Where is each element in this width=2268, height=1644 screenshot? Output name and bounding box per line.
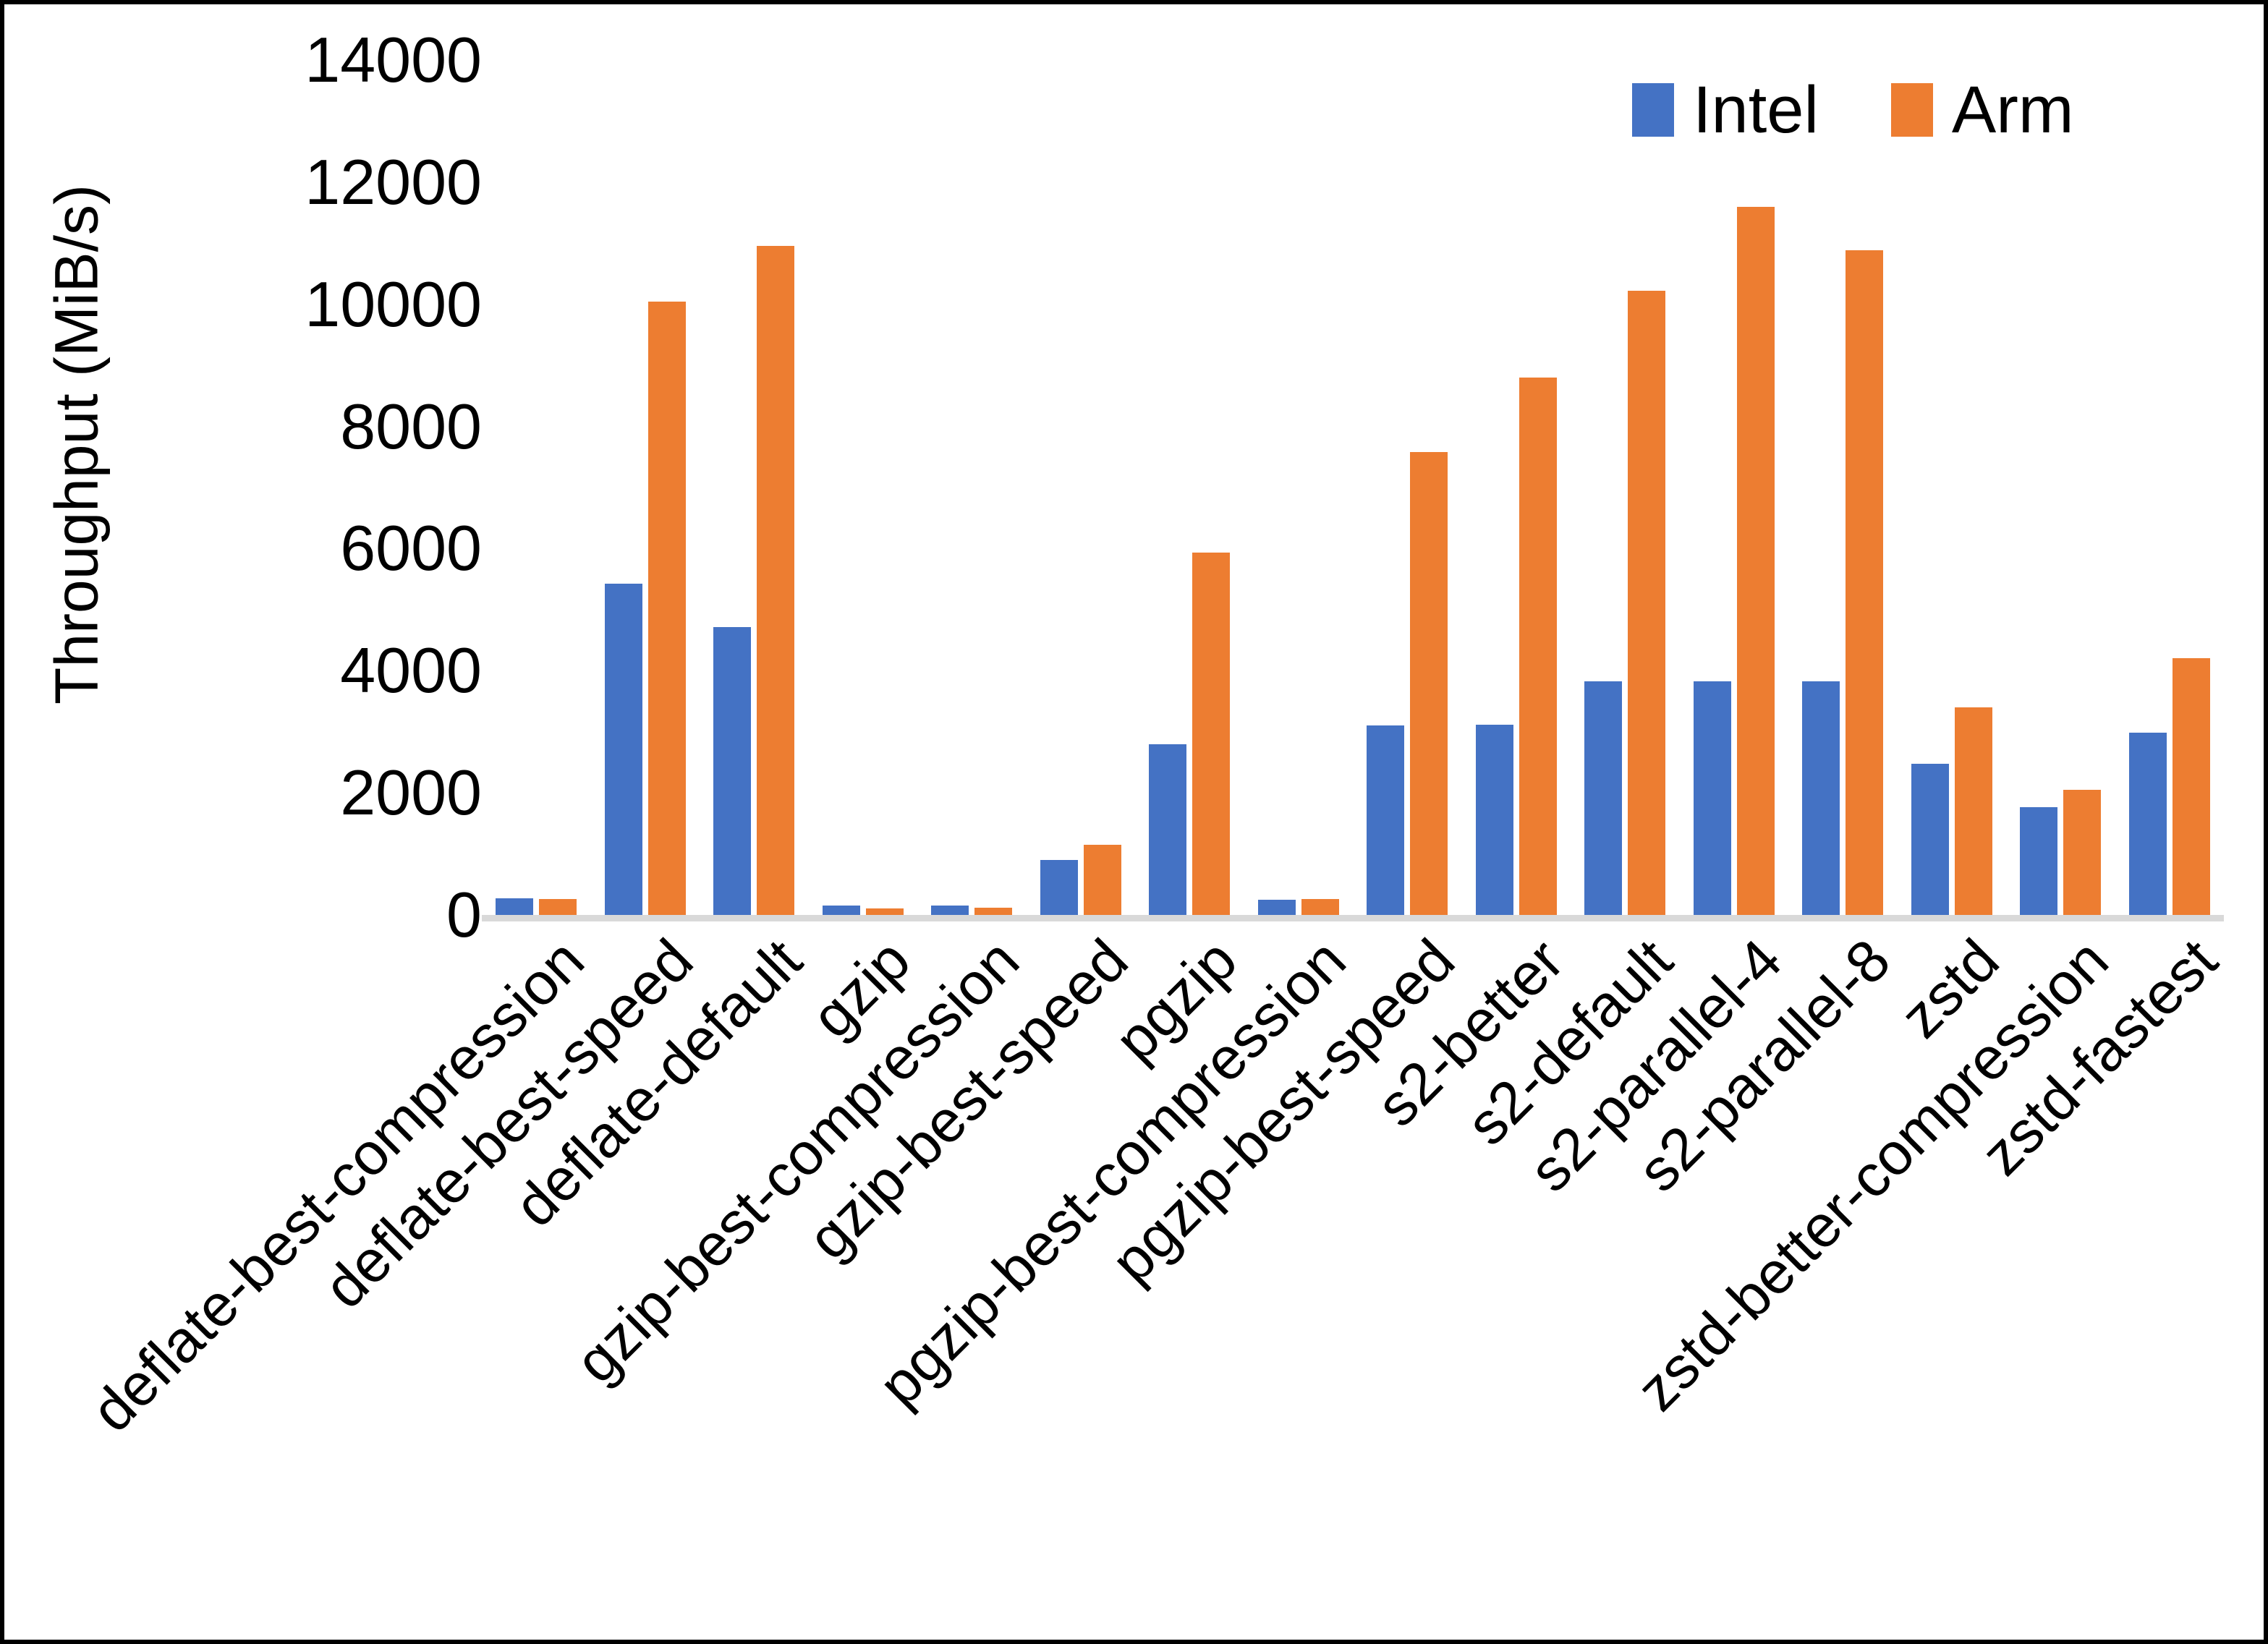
bar-arm[interactable]	[1192, 552, 1231, 915]
legend-item[interactable]: Arm	[1890, 73, 2074, 147]
bar-intel[interactable]	[2020, 807, 2058, 915]
bar-group	[1244, 60, 1354, 915]
bar-group	[1135, 60, 1244, 915]
legend-item[interactable]: Intel	[1632, 77, 1819, 143]
y-axis-tick-label: 8000	[340, 390, 482, 462]
plot-area	[482, 60, 2224, 921]
legend-swatch-icon	[1890, 83, 1933, 137]
bar-intel[interactable]	[1257, 899, 1296, 915]
bar-group	[1788, 60, 1898, 915]
bar-intel[interactable]	[604, 584, 642, 915]
y-axis-tick-label: 6000	[340, 512, 482, 584]
bar-groups	[482, 60, 2224, 915]
y-axis-tick-label: 14000	[305, 24, 482, 95]
bar-group	[1571, 60, 1680, 915]
bar-arm[interactable]	[974, 907, 1013, 915]
y-axis-tick-label: 2000	[340, 757, 482, 829]
bar-intel[interactable]	[1911, 763, 1949, 915]
bar-intel[interactable]	[1367, 725, 1405, 915]
bar-intel[interactable]	[1149, 744, 1187, 915]
bar-group	[917, 60, 1027, 915]
bar-arm[interactable]	[1519, 378, 1557, 915]
bar-group	[2115, 60, 2225, 915]
bar-arm[interactable]	[1301, 899, 1339, 915]
y-axis-tick-label: 0	[446, 879, 482, 950]
y-axis-tick-label: 12000	[305, 145, 482, 218]
bar-group	[1027, 60, 1136, 915]
bar-arm[interactable]	[647, 301, 686, 915]
legend-label: Intel	[1693, 73, 1819, 147]
bar-arm[interactable]	[1846, 250, 1884, 915]
bar-arm[interactable]	[1628, 291, 1666, 915]
bar-arm[interactable]	[2172, 658, 2210, 915]
bar-arm[interactable]	[2063, 789, 2102, 915]
bar-intel[interactable]	[822, 906, 860, 915]
bar-group	[1462, 60, 1571, 915]
bar-intel[interactable]	[1475, 725, 1513, 915]
x-axis-baseline	[482, 915, 2224, 921]
bar-group	[1898, 60, 2007, 915]
bar-group	[809, 60, 918, 915]
bar-intel[interactable]	[1584, 681, 1623, 915]
bar-intel[interactable]	[931, 906, 969, 915]
bar-group	[482, 60, 591, 915]
bar-intel[interactable]	[496, 898, 534, 915]
legend-swatch-icon	[1632, 83, 1674, 137]
chart-legend: Intel Arm	[1632, 77, 2074, 143]
bar-group	[700, 60, 809, 915]
bar-arm[interactable]	[1410, 452, 1448, 915]
bar-group	[1353, 60, 1462, 915]
bar-group	[591, 60, 700, 915]
bar-arm[interactable]	[1083, 844, 1121, 915]
bar-intel[interactable]	[2128, 733, 2167, 915]
bar-group	[2006, 60, 2115, 915]
y-axis-tick-label: 4000	[340, 634, 482, 707]
bar-arm[interactable]	[539, 899, 577, 915]
bar-intel[interactable]	[1802, 681, 1840, 915]
y-axis-tick-labels: 14000 12000 10000 8000 6000 4000 2000 0	[4, 4, 482, 950]
y-axis-tick-label: 10000	[305, 268, 482, 340]
bar-arm[interactable]	[1954, 707, 1992, 915]
bar-arm[interactable]	[865, 908, 904, 915]
legend-label: Arm	[1951, 73, 2074, 147]
bar-intel[interactable]	[1040, 860, 1078, 915]
bar-group	[1680, 60, 1789, 915]
bar-arm[interactable]	[757, 245, 795, 915]
bar-intel[interactable]	[1693, 681, 1731, 915]
bar-arm[interactable]	[1736, 207, 1775, 915]
bar-intel[interactable]	[713, 626, 752, 915]
